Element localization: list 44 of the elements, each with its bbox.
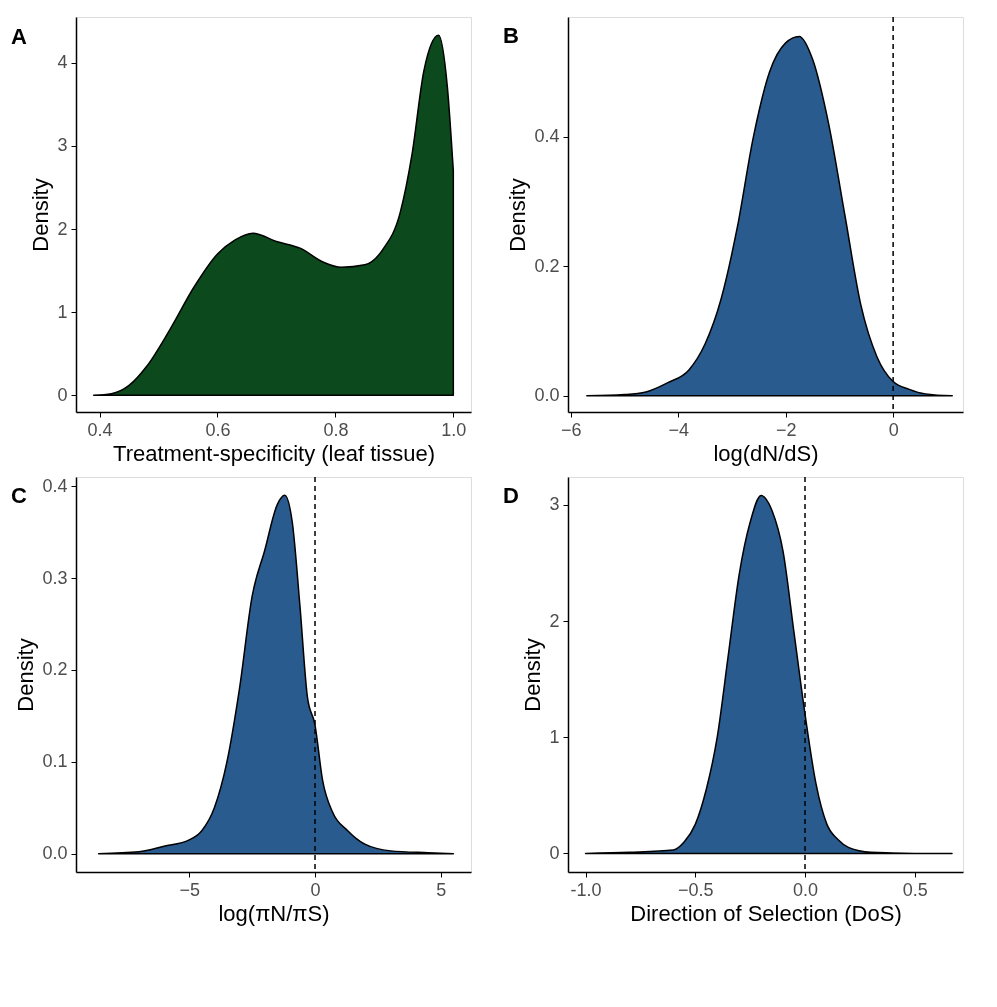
y-tick-label: 3 bbox=[549, 494, 560, 515]
x-tick-label: 0.5 bbox=[902, 879, 928, 900]
chart-title: A bbox=[11, 24, 27, 49]
y-tick-label: 2 bbox=[57, 218, 68, 239]
y-tick-label: 0.3 bbox=[42, 567, 68, 588]
y-axis-title: Density bbox=[28, 178, 54, 252]
y-tick-label: 0.4 bbox=[42, 475, 68, 496]
x-tick-label: 0.4 bbox=[87, 419, 113, 440]
x-tick-label: 0 bbox=[888, 419, 899, 440]
y-axis-title: Density bbox=[13, 638, 39, 712]
x-tick-label: −6 bbox=[560, 419, 582, 440]
x-tick-label: −5 bbox=[179, 879, 200, 900]
chart-title: C bbox=[11, 483, 27, 509]
x-axis-title: log(dN/dS) bbox=[713, 440, 819, 466]
x-axis-title: Direction of Selection (DoS) bbox=[630, 900, 902, 926]
y-tick-label: 0.2 bbox=[42, 659, 68, 680]
x-axis-title: log(πN/πS) bbox=[218, 900, 330, 926]
y-tick-label: 4 bbox=[57, 52, 68, 73]
y-tick-label: 1 bbox=[57, 301, 68, 322]
x-tick-label: −2 bbox=[775, 419, 797, 440]
y-tick-label: 2 bbox=[549, 610, 560, 631]
x-tick-label: -1.0 bbox=[570, 879, 602, 900]
chart-title: B bbox=[503, 23, 519, 49]
y-tick-label: 3 bbox=[57, 135, 68, 156]
y-tick-label: 0 bbox=[57, 384, 68, 405]
chart-title: D bbox=[503, 483, 519, 509]
y-tick-label: 0.0 bbox=[42, 843, 68, 864]
y-tick-label: 0.2 bbox=[534, 255, 560, 276]
y-tick-label: 0.1 bbox=[42, 751, 68, 772]
y-tick-label: 0 bbox=[549, 842, 560, 863]
x-tick-label: −0.5 bbox=[678, 879, 714, 900]
y-tick-label: 0.0 bbox=[534, 385, 560, 406]
x-tick-label: 5 bbox=[436, 879, 447, 900]
x-axis-title: Treatment-specificity (leaf tissue) bbox=[113, 440, 435, 466]
x-tick-label: −4 bbox=[668, 419, 689, 440]
x-tick-label: 0 bbox=[310, 879, 321, 900]
x-tick-label: 1.0 bbox=[441, 419, 467, 440]
x-tick-label: 0.6 bbox=[205, 419, 231, 440]
x-tick-label: 0.0 bbox=[792, 879, 819, 900]
y-tick-label: 1 bbox=[549, 726, 560, 747]
y-axis-title: Density bbox=[520, 638, 546, 712]
y-tick-label: 0.4 bbox=[534, 126, 560, 147]
y-axis-title: Density bbox=[505, 178, 531, 252]
x-tick-label: 0.8 bbox=[323, 419, 349, 440]
